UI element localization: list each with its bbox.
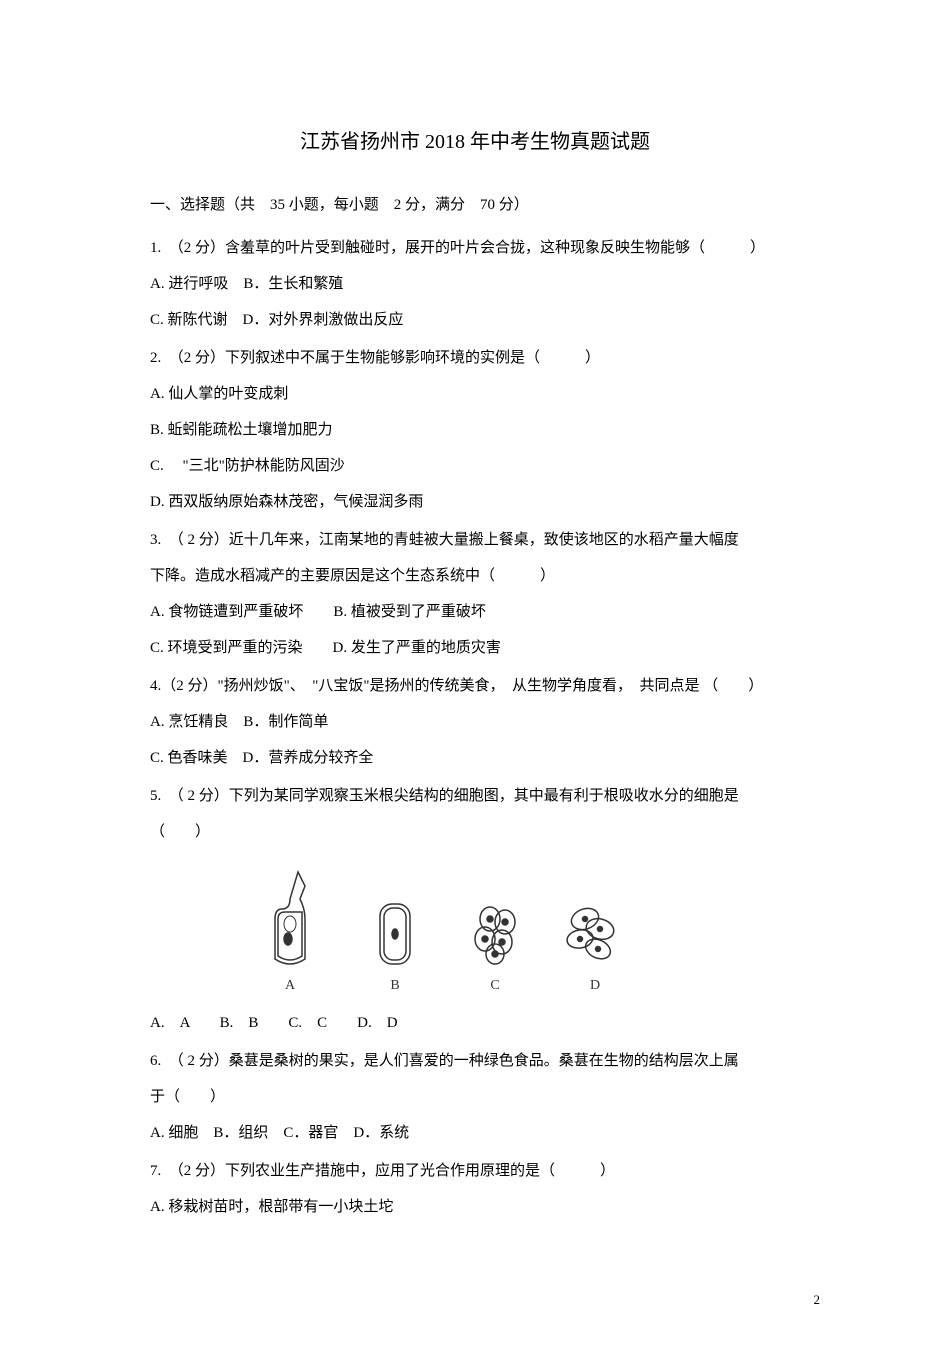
q6-text-1: 6. （ 2 分）桑葚是桑树的果实，是人们喜爱的一种绿色食品。桑葚在生物的结构层… [150,1045,800,1078]
cell-label-b: B [390,978,399,993]
q3-text-1: 3. （ 2 分）近十几年来，江南某地的青蛙被大量搬上餐桌，致使该地区的水稻产量… [150,524,800,557]
cell-label-d: D [590,978,600,993]
q2-opt-d: D. 西双版纳原始森林茂密，气候湿润多雨 [150,486,800,519]
question-7: 7. （2 分）下列农业生产措施中，应用了光合作用原理的是（ ） A. 移栽树苗… [150,1155,800,1224]
question-5: 5. （ 2 分）下列为某同学观察玉米根尖结构的细胞图，其中最有利于根吸收水分的… [150,780,800,1040]
q2-opt-b: B. 蚯蚓能疏松土壤增加肥力 [150,414,800,447]
q1-text: 1. （2 分）含羞草的叶片受到触碰时，展开的叶片会合拢，这种现象反映生物能够（… [150,232,800,265]
cell-c-icon [475,907,515,964]
q2-opt-a: A. 仙人掌的叶变成刺 [150,378,800,411]
question-2: 2. （2 分）下列叙述中不属于生物能够影响环境的实例是（ ） A. 仙人掌的叶… [150,342,800,519]
q5-text-1: 5. （ 2 分）下列为某同学观察玉米根尖结构的细胞图，其中最有利于根吸收水分的… [150,780,800,813]
cell-d-icon [566,905,616,963]
q2-opt-c: C. "三北"防护林能防风固沙 [150,450,800,483]
q4-text: 4.（2 分）"扬州炒饭"、 "八宝饭"是扬州的传统美食， 从生物学角度看， 共… [150,670,800,703]
cell-diagram-svg: A B C D [170,864,650,999]
q4-options-1: A. 烹饪精良 B．制作简单 [150,706,800,739]
cell-b-icon [380,904,410,964]
page-number: 2 [814,1286,821,1315]
q1-options-1: A. 进行呼吸 B．生长和繁殖 [150,268,800,301]
q3-text-2: 下降。造成水稻减产的主要原因是这个生态系统中（ ） [150,560,800,593]
q1-options-2: C. 新陈代谢 D．对外界刺激做出反应 [150,304,800,337]
q6-options: A. 细胞 B．组织 C．器官 D．系统 [150,1117,800,1150]
q2-text: 2. （2 分）下列叙述中不属于生物能够影响环境的实例是（ ） [150,342,800,375]
cell-a-icon [275,872,305,964]
section-header: 一、选择题（共 35 小题，每小题 2 分，满分 70 分） [150,189,800,222]
q5-cell-diagrams: A B C D [170,864,800,999]
q7-opt-a: A. 移栽树苗时，根部带有一小块土坨 [150,1191,800,1224]
question-6: 6. （ 2 分）桑葚是桑树的果实，是人们喜爱的一种绿色食品。桑葚在生物的结构层… [150,1045,800,1150]
q5-text-2: （ ） [150,816,800,849]
question-3: 3. （ 2 分）近十几年来，江南某地的青蛙被大量搬上餐桌，致使该地区的水稻产量… [150,524,800,665]
question-1: 1. （2 分）含羞草的叶片受到触碰时，展开的叶片会合拢，这种现象反映生物能够（… [150,232,800,337]
cell-label-a: A [285,978,296,993]
q6-text-2: 于（ ） [150,1081,800,1114]
question-4: 4.（2 分）"扬州炒饭"、 "八宝饭"是扬州的传统美食， 从生物学角度看， 共… [150,670,800,775]
cell-label-c: C [490,978,499,993]
q7-text: 7. （2 分）下列农业生产措施中，应用了光合作用原理的是（ ） [150,1155,800,1188]
page-title: 江苏省扬州市 2018 年中考生物真题试题 [150,120,800,164]
q3-options-1: A. 食物链遭到严重破坏 B. 植被受到了严重破坏 [150,596,800,629]
q4-options-2: C. 色香味美 D．营养成分较齐全 [150,742,800,775]
q5-answer-options: A. A B. B C. C D. D [150,1007,800,1040]
q3-options-2: C. 环境受到严重的污染 D. 发生了严重的地质灾害 [150,632,800,665]
